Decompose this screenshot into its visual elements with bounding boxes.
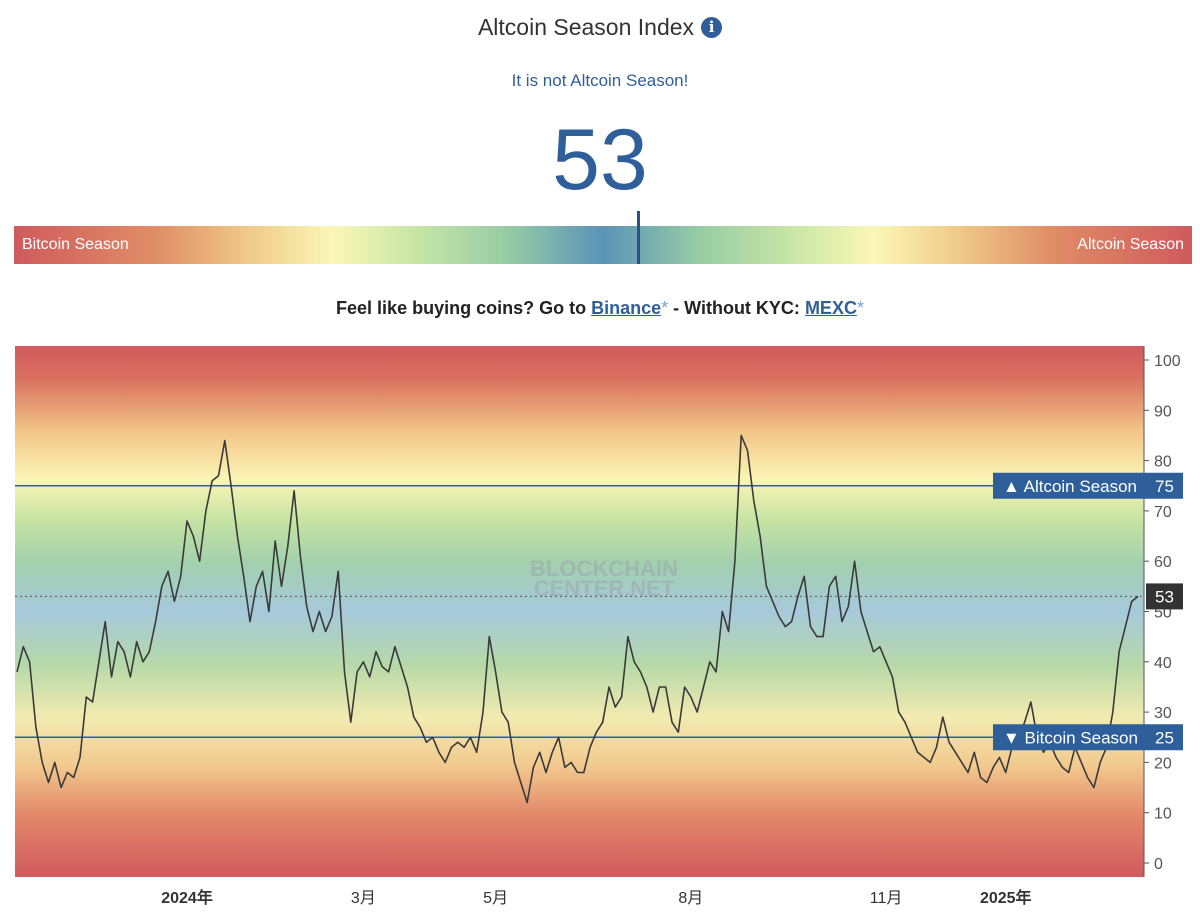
series-line <box>16 434 1139 804</box>
x-tick-label: 3月 <box>351 890 376 907</box>
bitcoin-season-label: ▼ Bitcoin Season <box>1003 728 1138 747</box>
promo-line: Feel like buying coins? Go to Binance* -… <box>0 298 1200 319</box>
watermark-line2: CENTER.NET <box>534 576 675 601</box>
mexc-link[interactable]: MEXC <box>804 298 857 318</box>
x-tick-label: 2025年 <box>980 888 1032 907</box>
y-tick-label: 30 <box>1154 705 1172 722</box>
bitcoin-season-label-bg <box>993 724 1183 751</box>
season-chart: BLOCKCHAINCENTER.NET01020304050607080901… <box>15 346 1183 907</box>
watermark-line1: BLOCKCHAIN <box>530 556 678 581</box>
reference-value-label: 75 <box>1155 477 1174 496</box>
chart-background <box>15 346 1144 877</box>
y-tick-label: 70 <box>1154 504 1172 521</box>
season-gauge-bar: Bitcoin Season Altcoin Season <box>14 211 1192 264</box>
y-tick-label: 80 <box>1154 454 1172 471</box>
gauge-marker <box>637 211 641 264</box>
y-tick-label: 0 <box>1154 856 1163 873</box>
binance-star: * <box>661 298 669 318</box>
y-tick-label: 100 <box>1154 353 1181 370</box>
y-tick-label: 90 <box>1154 403 1172 420</box>
promo-text-middle: - Without KYC: <box>668 298 805 318</box>
y-tick-label: 40 <box>1154 655 1172 672</box>
current-value-label-bg <box>1146 583 1183 610</box>
title-row: Altcoin Season Index i <box>0 14 1200 41</box>
season-status: It is not Altcoin Season! <box>511 71 689 90</box>
info-icon[interactable]: i <box>701 17 723 38</box>
y-tick-label: 20 <box>1154 755 1172 772</box>
altcoin-season-label-bg <box>993 472 1183 499</box>
y-tick-label: 60 <box>1154 554 1172 571</box>
gauge-label-altcoin: Altcoin Season <box>1077 236 1184 253</box>
mexc-star: * <box>856 298 864 318</box>
x-tick-label: 5月 <box>483 890 508 907</box>
altcoin-season-label: ▲ Altcoin Season <box>1003 477 1137 496</box>
x-tick-label: 11月 <box>870 890 903 907</box>
current-value-label: 53 <box>1155 587 1174 606</box>
binance-link[interactable]: Binance <box>591 298 662 318</box>
y-tick-label: 10 <box>1154 806 1172 823</box>
index-value: 53 <box>552 112 648 208</box>
x-tick-label: 8月 <box>678 890 703 907</box>
x-tick-label: 2024年 <box>161 888 213 907</box>
promo-text: Feel like buying coins? Go to <box>336 298 592 318</box>
gauge-label-bitcoin: Bitcoin Season <box>22 236 129 253</box>
page-title: Altcoin Season Index <box>477 14 695 40</box>
reference-value-label: 25 <box>1155 728 1174 747</box>
